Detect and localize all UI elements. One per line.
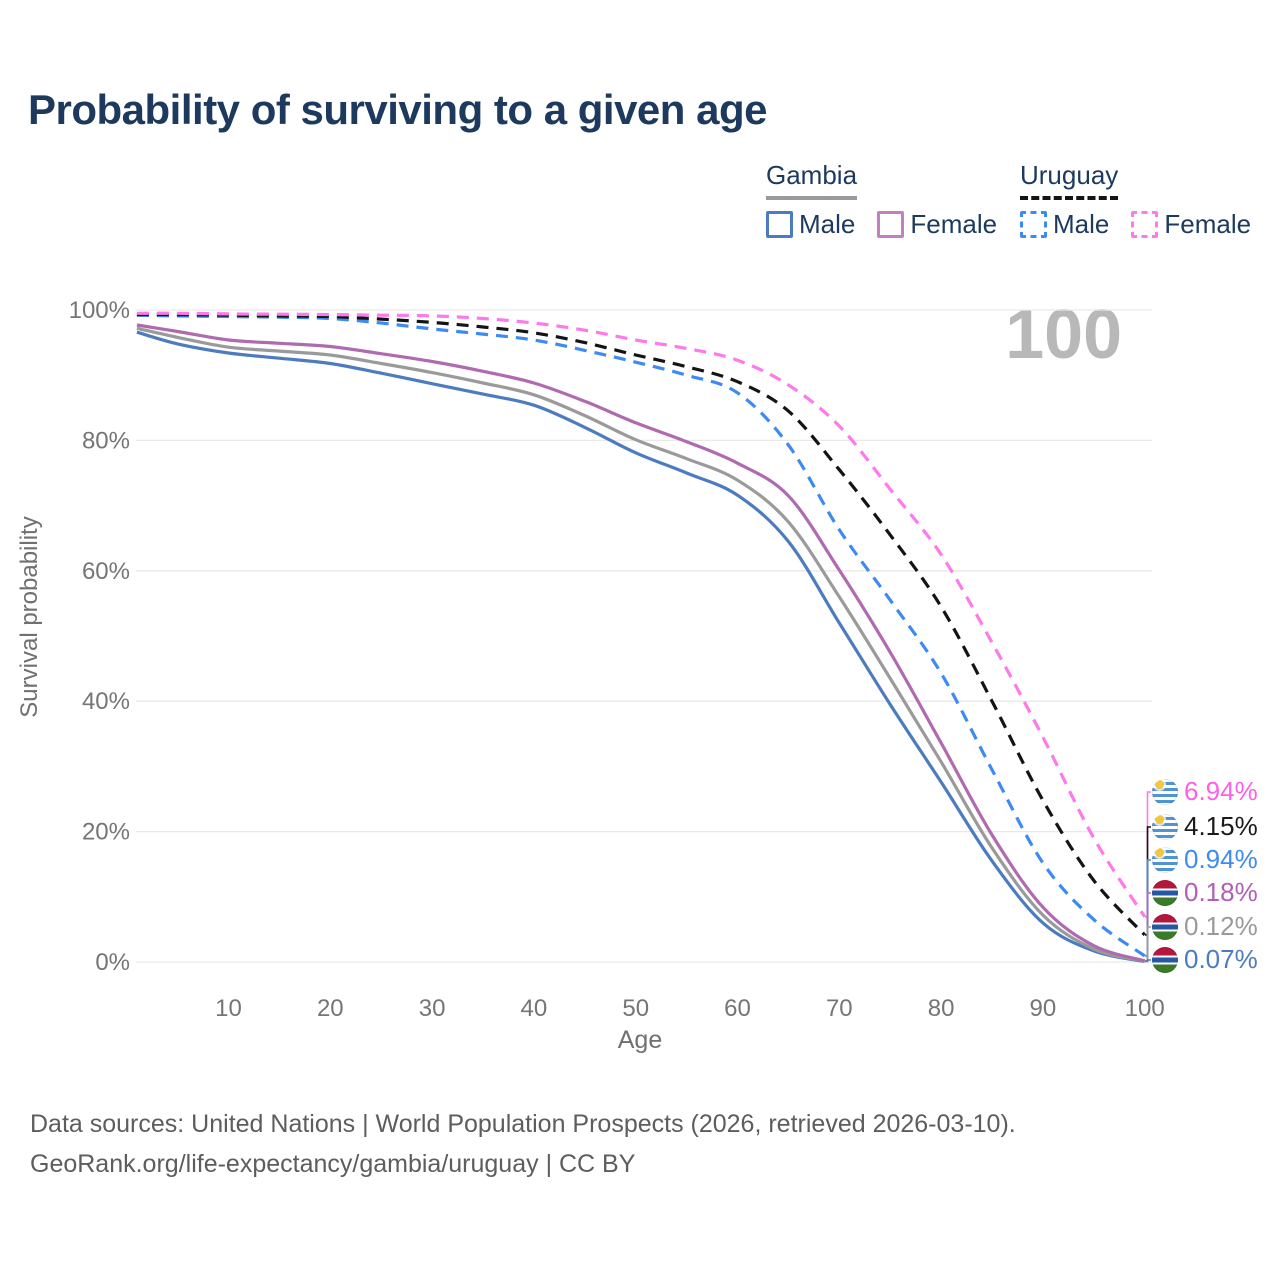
legend-item-uruguay-female[interactable]: Female	[1131, 209, 1251, 240]
gambia-flag-icon	[1152, 913, 1178, 940]
footer: Data sources: United Nations | World Pop…	[30, 1104, 1016, 1184]
end-label-gambia-male: 0.07%	[1152, 944, 1258, 975]
end-label-value: 4.15%	[1184, 811, 1258, 841]
end-label-uruguay-male: 0.94%	[1152, 844, 1258, 875]
series-line-gambia-both	[136, 326, 1146, 963]
x-axis-title: Age	[617, 1026, 663, 1054]
uruguay-flag-icon	[1152, 813, 1178, 840]
end-label-value: 0.18%	[1184, 877, 1258, 907]
uruguay-female-swatch-icon	[1131, 211, 1159, 238]
legend-item-label: Male	[1053, 209, 1110, 239]
x-tick-label: 20	[317, 995, 344, 1022]
legend-item-label: Female	[1164, 209, 1252, 239]
series-line-gambia-female	[136, 323, 1146, 963]
x-tick-label: 80	[928, 995, 955, 1022]
x-tick-label: 30	[419, 995, 446, 1022]
hover-age-watermark: 100	[1005, 295, 1122, 373]
y-tick-label: 100%	[69, 297, 130, 324]
y-axis-title: Survival probability	[16, 516, 43, 718]
end-label-value: 6.94%	[1184, 776, 1258, 806]
legend-item-gambia-female[interactable]: Female	[877, 209, 997, 240]
x-tick-label: 90	[1030, 995, 1057, 1022]
y-tick-label: 40%	[82, 688, 130, 715]
y-tick-label: 0%	[95, 949, 130, 976]
x-tick-label: 40	[521, 995, 548, 1022]
uruguay-flag-icon	[1152, 778, 1178, 805]
legend-item-label: Female	[910, 209, 998, 239]
end-label-value: 0.12%	[1184, 911, 1258, 941]
legend-item-uruguay-male[interactable]: Male	[1020, 209, 1109, 240]
x-tick-label: 70	[826, 995, 853, 1022]
y-tick-label: 60%	[82, 558, 130, 585]
legend-item-label: Male	[799, 209, 856, 239]
end-label-value: 0.07%	[1184, 944, 1258, 974]
x-tick-label: 10	[215, 995, 242, 1022]
footer-url-line: GeoRank.org/life-expectancy/gambia/urugu…	[30, 1150, 636, 1178]
series-line-uruguay-female	[136, 311, 1147, 918]
legend-item-gambia-male[interactable]: Male	[766, 209, 855, 240]
page-title: Probability of surviving to a given age	[28, 86, 767, 133]
series-line-uruguay-both	[136, 312, 1146, 936]
series-line-uruguay-male	[136, 313, 1146, 958]
uruguay-male-swatch-icon	[1020, 211, 1047, 238]
end-label-uruguay-both: 4.15%	[1152, 811, 1258, 842]
gambia-flag-icon	[1152, 946, 1178, 973]
y-tick-label: 80%	[82, 427, 130, 454]
end-label-value: 0.94%	[1184, 844, 1258, 874]
end-label-uruguay-female: 6.94%	[1152, 776, 1258, 807]
series-line-gambia-male	[136, 330, 1146, 964]
end-label-leader-gambia-male	[1145, 959, 1151, 963]
y-tick-label: 20%	[82, 819, 130, 846]
x-tick-label: 60	[724, 995, 751, 1022]
end-label-gambia-both: 0.12%	[1152, 911, 1258, 942]
gambia-female-swatch-icon	[877, 211, 905, 238]
x-tick-label: 50	[622, 995, 649, 1022]
gambia-flag-icon	[1152, 879, 1178, 906]
gambia-male-swatch-icon	[766, 211, 793, 238]
end-label-gambia-female: 0.18%	[1152, 877, 1258, 908]
footer-sources-line: Data sources: United Nations | World Pop…	[30, 1110, 1016, 1138]
uruguay-flag-icon	[1152, 846, 1178, 873]
x-tick-label: 100	[1125, 995, 1165, 1022]
